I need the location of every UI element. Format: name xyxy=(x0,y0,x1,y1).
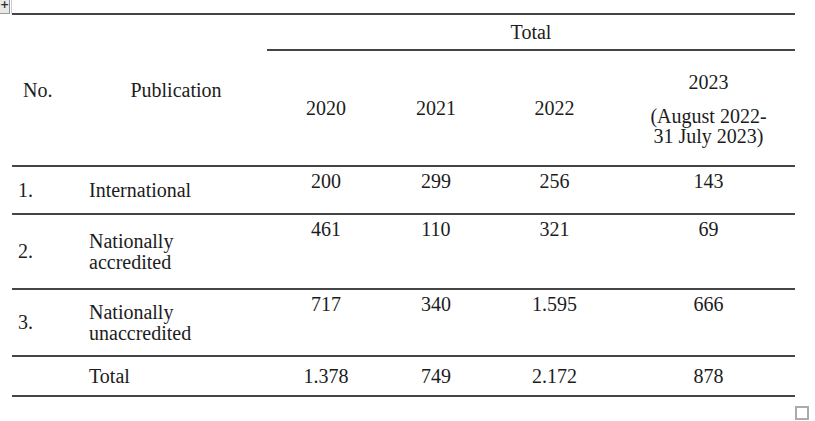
header-year-2023[interactable]: 2023 (August 2022- 31 July 2023) xyxy=(622,50,795,166)
cell-2020[interactable]: 200 xyxy=(267,166,385,214)
cell-no-empty[interactable] xyxy=(12,356,85,396)
publications-table: No. Publication Total 2020 2021 2022 202… xyxy=(12,13,795,397)
cell-2021[interactable]: 299 xyxy=(385,166,487,214)
year-2023-subrange-line2: 31 July 2023) xyxy=(622,126,795,146)
header-no[interactable]: No. xyxy=(12,14,85,166)
header-year-2020[interactable]: 2020 xyxy=(267,50,385,166)
publication-line: Nationally xyxy=(89,231,267,252)
move-handle-icon: + xyxy=(0,0,9,11)
table-row-international: 1. International 200 299 256 143 xyxy=(12,166,795,214)
table-resize-handle[interactable] xyxy=(795,406,809,420)
cell-2020[interactable]: 1.378 xyxy=(267,356,385,396)
cell-2022[interactable]: 1.595 xyxy=(487,289,622,356)
cell-2023[interactable]: 878 xyxy=(622,356,795,396)
cell-2021[interactable]: 110 xyxy=(385,214,487,289)
cell-no[interactable]: 1. xyxy=(12,166,85,214)
cell-2021[interactable]: 340 xyxy=(385,289,487,356)
table-row-nationally-accredited: 2. Nationally accredited 461 110 321 69 xyxy=(12,214,795,289)
table-move-handle[interactable]: + xyxy=(0,0,10,14)
document-canvas: + No. Publication Total 2020 2021 2022 2… xyxy=(0,0,815,421)
table-row-nationally-unaccredited: 3. Nationally unaccredited 717 340 1.595… xyxy=(12,289,795,356)
cell-2023[interactable]: 69 xyxy=(622,214,795,289)
total-label: Total xyxy=(89,366,267,387)
header-year-2021[interactable]: 2021 xyxy=(385,50,487,166)
cell-2020[interactable]: 717 xyxy=(267,289,385,356)
cell-2021[interactable]: 749 xyxy=(385,356,487,396)
header-publication[interactable]: Publication xyxy=(85,14,267,166)
cell-total-label[interactable]: Total xyxy=(85,356,267,396)
publication-line: International xyxy=(89,180,267,201)
pane-edge-line xyxy=(11,0,12,14)
cell-2020[interactable]: 461 xyxy=(267,214,385,289)
cell-2022[interactable]: 256 xyxy=(487,166,622,214)
cell-2023[interactable]: 666 xyxy=(622,289,795,356)
publication-line: unaccredited xyxy=(89,323,267,344)
year-2023-label: 2023 xyxy=(622,71,795,94)
cell-no[interactable]: 3. xyxy=(12,289,85,356)
cell-no[interactable]: 2. xyxy=(12,214,85,289)
header-total-group[interactable]: Total xyxy=(267,14,795,50)
table-row-total: Total 1.378 749 2.172 878 xyxy=(12,356,795,396)
publication-line: Nationally xyxy=(89,302,267,323)
header-row-group: No. Publication Total xyxy=(12,14,795,50)
cell-2023[interactable]: 143 xyxy=(622,166,795,214)
header-year-2022[interactable]: 2022 xyxy=(487,50,622,166)
cell-2022[interactable]: 2.172 xyxy=(487,356,622,396)
year-2023-subrange-line1: (August 2022- xyxy=(622,106,795,126)
cell-publication[interactable]: Nationally accredited xyxy=(85,214,267,289)
cell-publication[interactable]: International xyxy=(85,166,267,214)
cell-publication[interactable]: Nationally unaccredited xyxy=(85,289,267,356)
publication-line: accredited xyxy=(89,252,267,273)
cell-2022[interactable]: 321 xyxy=(487,214,622,289)
